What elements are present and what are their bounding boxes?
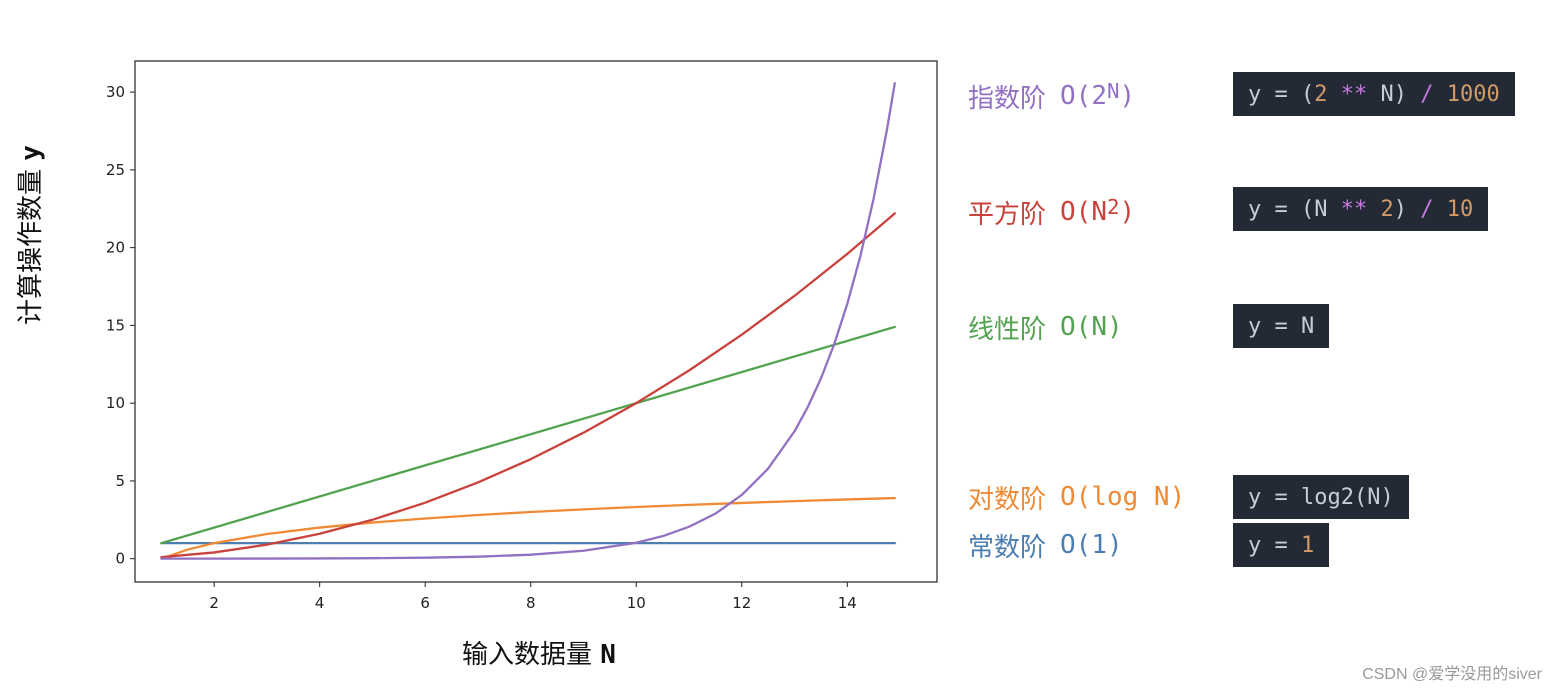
- x-axis-var: N: [600, 640, 616, 670]
- y-axis-var: y: [16, 145, 46, 161]
- code-exp-c: [1327, 82, 1340, 107]
- legend-quadratic-bigo-close: ): [1119, 197, 1136, 227]
- x-tick-label: 6: [420, 594, 430, 612]
- code-exp-d: **: [1340, 81, 1368, 107]
- code-quad-a: y = (N: [1248, 196, 1341, 222]
- code-quad-f: /: [1420, 196, 1434, 222]
- x-tick-label: 8: [526, 594, 536, 612]
- code-exp-a: y = (: [1248, 81, 1315, 107]
- code-linear: y = N: [1233, 304, 1330, 348]
- legend-quadratic: 平方阶 O(N2): [968, 192, 1135, 232]
- legend-exponential-cn: 指数阶: [968, 83, 1047, 114]
- y-tick-label: 15: [106, 316, 125, 334]
- x-axis-label: 输入数据量: [462, 640, 593, 670]
- series-line-log: [160, 496, 896, 560]
- plot-frame: [134, 60, 938, 583]
- code-quad-h: 10: [1446, 196, 1474, 222]
- legend-exponential-bigo-base: O(2: [1060, 81, 1107, 111]
- code-quad-b: **: [1340, 196, 1368, 222]
- figure-panel: [90, 52, 952, 612]
- series-line-linear: [160, 325, 896, 545]
- legend-linear-cn: 线性阶: [968, 314, 1047, 345]
- legend-constant-cn: 常数阶: [968, 532, 1047, 563]
- x-tick-label: 10: [627, 594, 646, 612]
- legend-linear: 线性阶 O(N): [968, 307, 1123, 347]
- code-exp-f: /: [1420, 81, 1434, 107]
- y-tick-label: 10: [106, 394, 125, 412]
- x-tick-label: 2: [209, 594, 219, 612]
- code-exp-h: 1000: [1446, 81, 1500, 107]
- y-tick-label: 30: [106, 83, 125, 101]
- code-quad-d: 2: [1380, 196, 1394, 222]
- legend-log: 对数阶 O(log N): [968, 477, 1185, 517]
- x-tick-label: 4: [315, 594, 325, 612]
- x-tick-label: 12: [732, 594, 751, 612]
- y-tick-label: 5: [115, 472, 125, 490]
- legend-quadratic-bigo: O(N2): [1060, 195, 1136, 227]
- legend-exponential: 指数阶 O(2N): [968, 76, 1135, 116]
- legend-exponential-bigo-sup: N: [1106, 79, 1120, 103]
- legend-exponential-bigo-close: ): [1119, 81, 1136, 111]
- legend-quadratic-cn: 平方阶: [968, 199, 1047, 230]
- y-axis-title: 计算操作数量 y: [10, 145, 47, 325]
- code-exp-b: 2: [1314, 81, 1328, 107]
- legend-quadratic-bigo-sup: 2: [1106, 195, 1120, 219]
- code-quad-c: [1367, 197, 1380, 222]
- code-exp-e: N): [1367, 81, 1421, 107]
- code-quad-e: ): [1393, 196, 1421, 222]
- code-const-b: 1: [1300, 532, 1315, 558]
- legend-constant: 常数阶 O(1): [968, 525, 1123, 565]
- legend-exponential-bigo: O(2N): [1060, 79, 1136, 111]
- code-const-a: y =: [1248, 532, 1301, 558]
- series-line-quadratic: [160, 212, 896, 559]
- code-linear-text: y = N: [1248, 313, 1315, 339]
- watermark: CSDN @爱学没用的siver: [1362, 666, 1542, 683]
- y-tick-label: 25: [106, 161, 125, 179]
- code-log-text: y = log2(N): [1248, 484, 1394, 510]
- code-exp-g: [1433, 82, 1446, 107]
- legend-log-cn: 对数阶: [968, 484, 1047, 515]
- y-tick-label: 0: [115, 550, 125, 568]
- legend-linear-bigo: O(N): [1060, 312, 1123, 342]
- code-log: y = log2(N): [1233, 475, 1409, 519]
- code-constant: y = 1: [1233, 523, 1330, 567]
- legend-constant-bigo: O(1): [1060, 530, 1123, 560]
- legend-quadratic-bigo-base: O(N: [1060, 197, 1107, 227]
- code-exponential: y = (2 ** N) / 1000: [1233, 72, 1515, 116]
- y-tick-label: 20: [106, 239, 125, 257]
- code-quadratic: y = (N ** 2) / 10: [1233, 187, 1489, 231]
- legend-log-bigo: O(log N): [1060, 482, 1186, 512]
- x-tick-label: 14: [838, 594, 857, 612]
- x-axis-title: 输入数据量 N: [462, 634, 616, 671]
- code-quad-g: [1433, 197, 1446, 222]
- y-axis-label: 计算操作数量: [16, 168, 46, 325]
- series-line-exponential: [160, 82, 896, 560]
